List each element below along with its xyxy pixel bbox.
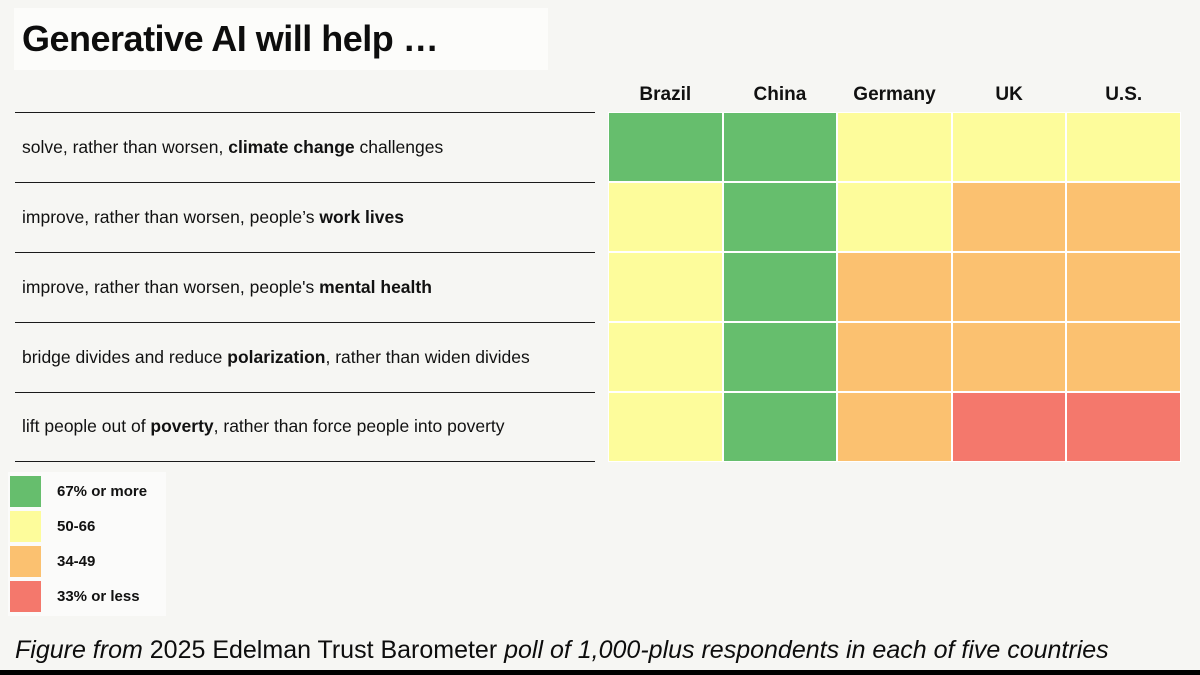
heatmap-cell xyxy=(722,112,838,182)
heatmap-cell xyxy=(951,252,1067,322)
heatmap-cell xyxy=(1066,252,1181,322)
row-label: improve, rather than worsen, people's me… xyxy=(15,252,595,322)
caption-part: Figure from xyxy=(15,636,150,664)
row-gap xyxy=(595,182,608,252)
table-row: improve, rather than worsen, people's me… xyxy=(15,252,1181,322)
row-label: bridge divides and reduce polarization, … xyxy=(15,322,595,392)
table-row: lift people out of poverty, rather than … xyxy=(15,392,1181,462)
column-header-brazil: Brazil xyxy=(639,84,692,105)
heatmap-cell xyxy=(608,182,723,252)
heatmap-cell xyxy=(1066,112,1181,182)
heatmap-cell xyxy=(722,322,838,392)
row-gap xyxy=(595,392,608,462)
legend-item: 67% or more xyxy=(10,474,160,509)
table-row: solve, rather than worsen, climate chang… xyxy=(15,112,1181,182)
title-block: Generative AI will help … xyxy=(14,8,548,70)
column-header-uk: UK xyxy=(995,84,1023,105)
column-header-germany: Germany xyxy=(853,84,936,105)
table-row: improve, rather than worsen, people’s wo… xyxy=(15,182,1181,252)
heatmap-cell xyxy=(951,392,1067,462)
heatmap-rows: solve, rather than worsen, climate chang… xyxy=(15,112,1181,462)
legend-label: 50-66 xyxy=(57,518,96,535)
legend-swatch xyxy=(10,476,41,507)
row-gap xyxy=(595,252,608,322)
legend-item: 34-49 xyxy=(10,544,160,579)
row-label: improve, rather than worsen, people’s wo… xyxy=(15,182,595,252)
column-header-china: China xyxy=(753,84,807,105)
heatmap-cell xyxy=(608,252,723,322)
heatmap-cell xyxy=(608,322,723,392)
heatmap-cell xyxy=(1066,392,1181,462)
caption: Figure from 2025 Edelman Trust Barometer… xyxy=(15,636,1187,665)
heatmap-cell xyxy=(837,392,952,462)
legend: 67% or more 50-66 34-49 33% or less xyxy=(8,472,166,616)
heatmap-cell xyxy=(608,392,723,462)
heatmap-cell xyxy=(951,112,1067,182)
heatmap-cell xyxy=(837,322,952,392)
heatmap-cell xyxy=(608,112,723,182)
heatmap-table: Brazil China Germany UK U.S. solve, rath… xyxy=(15,78,1181,462)
heatmap-cell xyxy=(951,182,1067,252)
heatmap-cell xyxy=(837,252,952,322)
heatmap-cell xyxy=(722,392,838,462)
table-row: bridge divides and reduce polarization, … xyxy=(15,322,1181,392)
bottom-bar xyxy=(0,670,1200,675)
legend-item: 50-66 xyxy=(10,509,160,544)
heatmap-cell xyxy=(722,252,838,322)
heatmap-cell xyxy=(837,182,952,252)
heatmap-cell xyxy=(722,182,838,252)
header-row: Brazil China Germany UK U.S. xyxy=(15,78,1181,112)
legend-label: 34-49 xyxy=(57,553,96,570)
legend-swatch xyxy=(10,511,41,542)
legend-swatch xyxy=(10,546,41,577)
heatmap-cell xyxy=(951,322,1067,392)
row-gap xyxy=(595,322,608,392)
legend-label: 67% or more xyxy=(57,483,148,500)
legend-item: 33% or less xyxy=(10,579,160,614)
header-spacer xyxy=(15,78,608,112)
row-label: lift people out of poverty, rather than … xyxy=(15,392,595,462)
legend-label: 33% or less xyxy=(57,588,140,605)
legend-swatch xyxy=(10,581,41,612)
row-gap xyxy=(595,112,608,182)
page-title: Generative AI will help … xyxy=(22,18,439,59)
caption-part: 2025 Edelman Trust Barometer xyxy=(149,636,498,664)
heatmap-cell xyxy=(837,112,952,182)
heatmap-cell xyxy=(1066,182,1181,252)
row-label: solve, rather than worsen, climate chang… xyxy=(15,112,595,182)
heatmap-cell xyxy=(1066,322,1181,392)
caption-part: poll of 1,000-plus respondents in each o… xyxy=(497,636,1109,664)
column-header-us: U.S. xyxy=(1105,84,1143,105)
